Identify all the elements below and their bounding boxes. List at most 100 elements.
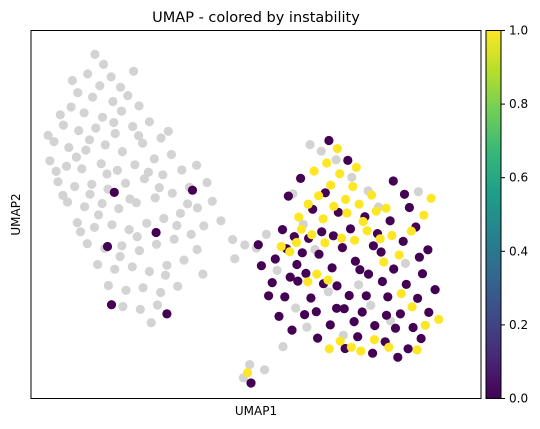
point-low-instability [339, 304, 349, 314]
point-high-instability [314, 191, 324, 201]
point-low-instability [327, 263, 337, 273]
point-unassigned [199, 221, 209, 231]
point-unassigned [366, 300, 376, 310]
point-low-instability [424, 307, 434, 317]
point-high-instability [324, 344, 334, 354]
point-unassigned [144, 117, 154, 127]
point-unassigned [166, 149, 176, 160]
point-high-instability [412, 345, 422, 355]
point-unassigned [138, 138, 148, 148]
point-unassigned [192, 160, 202, 170]
point-unassigned [85, 189, 95, 199]
point-high-instability [320, 238, 330, 248]
point-low-instability [370, 321, 380, 331]
point-unassigned [102, 169, 112, 179]
point-low-instability [377, 276, 387, 287]
point-low-instability [345, 224, 356, 234]
colorbar-tick-label: 0.2 [509, 318, 528, 332]
point-unassigned [58, 120, 68, 130]
point-unassigned [98, 59, 109, 69]
point-low-instability [416, 333, 426, 344]
point-unassigned [192, 203, 203, 213]
point-unassigned [100, 140, 110, 150]
point-unassigned [45, 156, 55, 166]
point-low-instability [314, 249, 324, 259]
point-unassigned [260, 365, 270, 375]
point-high-instability [362, 226, 372, 236]
point-unassigned [43, 130, 53, 140]
point-low-instability [390, 323, 401, 333]
point-unassigned [230, 254, 240, 264]
point-unassigned [79, 108, 89, 118]
point-high-instability [322, 158, 332, 168]
point-low-instability [385, 216, 395, 226]
point-low-instability [296, 173, 306, 183]
point-unassigned [62, 197, 73, 207]
point-low-instability [300, 310, 310, 320]
point-unassigned [305, 140, 315, 150]
point-unassigned [179, 255, 189, 265]
point-low-instability [389, 264, 399, 274]
point-low-instability [344, 290, 354, 301]
point-low-instability [306, 293, 316, 303]
point-high-instability [332, 144, 342, 154]
point-unassigned [95, 81, 105, 91]
point-unassigned [135, 304, 145, 314]
point-unassigned [152, 300, 163, 310]
point-low-instability [388, 176, 398, 186]
point-unassigned [83, 69, 93, 79]
point-low-instability [404, 202, 414, 213]
point-low-instability [267, 278, 277, 288]
point-low-instability [253, 240, 263, 250]
point-unassigned [64, 142, 74, 153]
point-unassigned [134, 101, 144, 111]
colorbar-tick-label: 0.8 [509, 97, 528, 111]
x-axis-label: UMAP1 [235, 404, 277, 418]
point-unassigned [58, 190, 68, 200]
point-unassigned [142, 218, 152, 228]
point-unassigned [120, 178, 131, 188]
point-unassigned [72, 218, 82, 228]
colorbar: 0.0 0.2 0.4 0.6 0.8 1.0 [485, 24, 528, 406]
point-high-instability [371, 206, 381, 216]
point-unassigned [150, 193, 160, 203]
point-low-instability [393, 352, 403, 362]
point-unassigned [128, 121, 138, 132]
point-unassigned [192, 244, 202, 255]
point-unassigned [93, 259, 103, 270]
point-unassigned [172, 220, 182, 231]
point-high-instability [434, 314, 444, 324]
point-high-instability [348, 181, 358, 192]
point-low-instability [349, 317, 359, 327]
point-unassigned [154, 183, 164, 193]
y-axis-label: UMAP2 [9, 193, 23, 235]
point-high-instability [335, 336, 345, 346]
point-unassigned [49, 137, 59, 147]
point-low-instability [343, 155, 353, 165]
point-low-instability [270, 254, 280, 264]
point-unassigned [129, 66, 139, 76]
point-unassigned [159, 213, 169, 224]
point-unassigned [156, 133, 166, 143]
point-low-instability [357, 307, 367, 317]
point-low-instability [246, 378, 256, 388]
point-unassigned [207, 196, 217, 206]
point-high-instability [303, 277, 313, 287]
point-high-instability [296, 224, 306, 234]
point-unassigned [124, 225, 134, 235]
point-low-instability [297, 248, 307, 258]
point-unassigned [160, 270, 171, 280]
point-unassigned [108, 96, 118, 107]
point-unassigned [130, 160, 140, 170]
point-unassigned [183, 199, 193, 209]
point-low-instability [317, 227, 327, 237]
point-unassigned [316, 146, 326, 156]
point-low-instability [277, 225, 288, 235]
point-unassigned [175, 208, 185, 218]
point-unassigned [291, 303, 301, 313]
point-unassigned [156, 287, 166, 298]
point-unassigned [354, 280, 364, 290]
point-unassigned [97, 198, 107, 209]
point-low-instability [151, 227, 161, 238]
point-unassigned [117, 147, 127, 157]
